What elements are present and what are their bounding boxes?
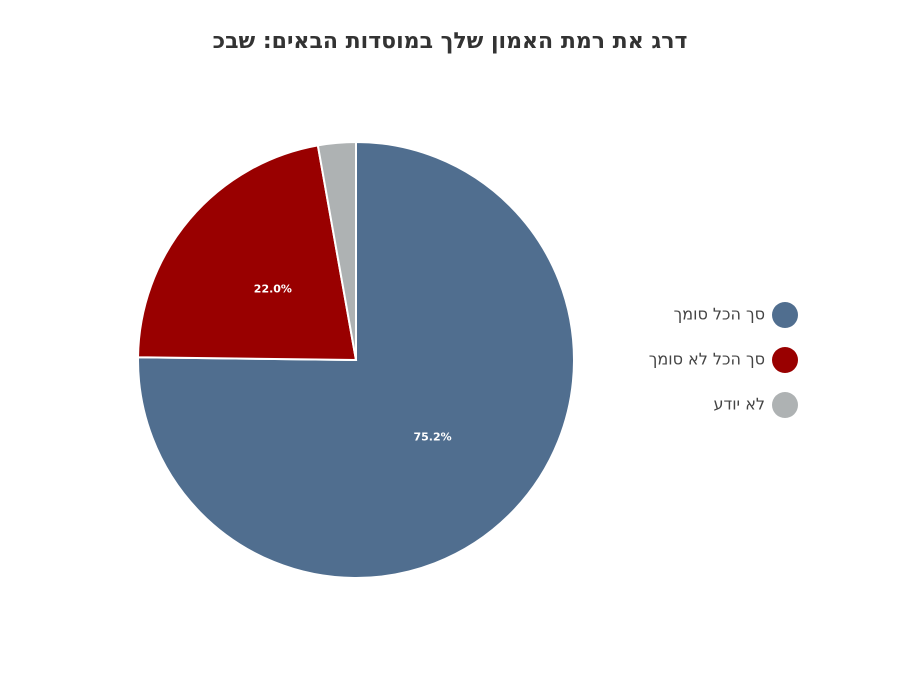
- legend-marker: [772, 302, 798, 328]
- legend-label: סך הכל סומך: [674, 305, 765, 324]
- pie-slice: [137, 144, 358, 362]
- legend-label: סך הכל לא סומך: [649, 350, 765, 369]
- pie-slice: [316, 140, 357, 361]
- data-label: 22.0%: [254, 282, 292, 295]
- data-label: 75.2%: [414, 431, 452, 444]
- legend-marker: [772, 392, 798, 418]
- legend-marker: [772, 347, 798, 373]
- legend-label: לא יודע: [713, 395, 765, 414]
- chart-title: דרג את רמת האמון שלך במוסדות הבאים: שבכ: [213, 29, 688, 54]
